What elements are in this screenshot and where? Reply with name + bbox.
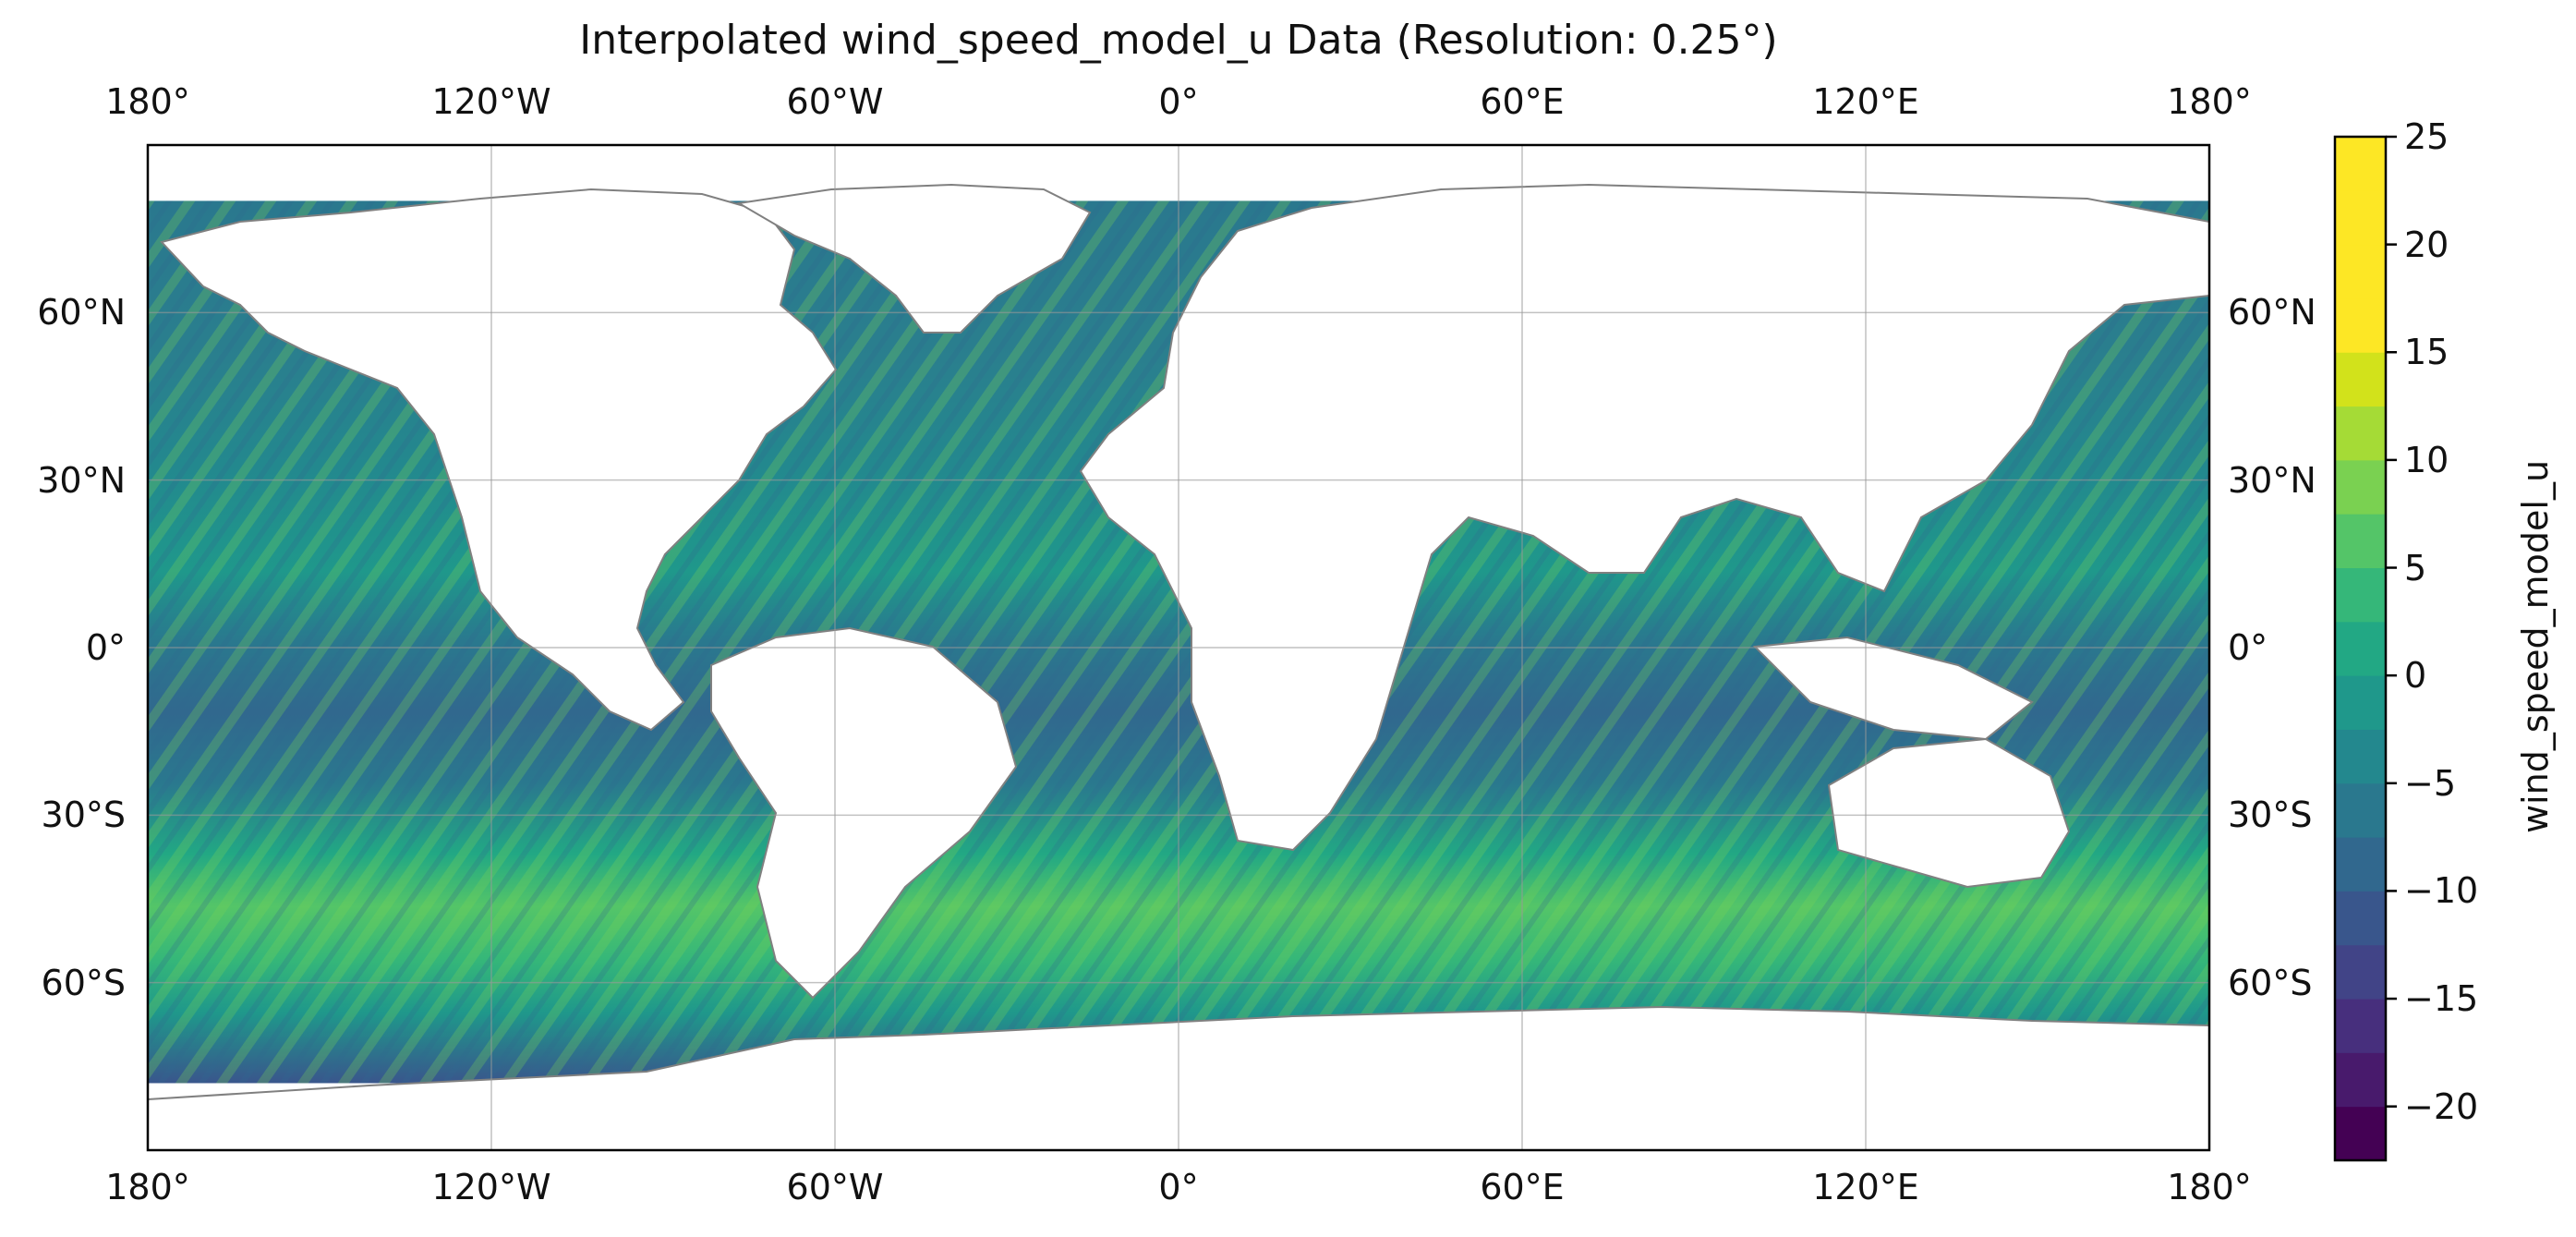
lat-tick-label-left: 60°S <box>41 962 126 1003</box>
colorbar-tick-label: 10 <box>2404 439 2449 480</box>
lat-tick-label-left: 30°N <box>37 459 126 501</box>
land-australia <box>1827 737 2071 889</box>
colorbar-tick-label: 15 <box>2404 332 2449 373</box>
colorbar-swatch <box>2335 621 2386 676</box>
colorbar-label: wind_speed_model_u <box>2515 459 2556 834</box>
colorbar-swatch <box>2335 352 2386 407</box>
lon-tick-label-bottom: 180° <box>2167 1167 2252 1207</box>
colorbar-swatch <box>2335 567 2386 623</box>
lat-tick-label-left: 0° <box>85 627 126 668</box>
lon-tick-label-top: 120°W <box>431 81 551 122</box>
lon-tick-label-bottom: 120°W <box>431 1167 551 1207</box>
colorbar-swatch <box>2335 837 2386 891</box>
land-north-america <box>160 188 838 732</box>
colorbar-tick-label: 0 <box>2404 655 2427 697</box>
lat-tick-label-left: 60°N <box>37 292 126 334</box>
colorbar-tick-label: 20 <box>2404 224 2449 265</box>
land-mask <box>148 183 2209 1150</box>
lon-tick-label-bottom: 180° <box>105 1167 190 1207</box>
colorbar-swatch <box>2335 459 2386 515</box>
colorbar-swatch <box>2335 137 2386 191</box>
colorbar-swatch <box>2335 729 2386 784</box>
map-frame <box>146 143 2211 1152</box>
colorbar-tick-label: 5 <box>2404 547 2427 588</box>
colorbar-tick-label: −5 <box>2404 762 2457 804</box>
land-south-america <box>710 626 1018 1000</box>
colorbar-swatch <box>2335 406 2386 461</box>
lat-tick-label-right: 30°S <box>2228 794 2313 836</box>
colorbar-tick-label: −10 <box>2404 870 2479 912</box>
lon-tick-label-bottom: 60°W <box>786 1167 884 1207</box>
colorbar-swatch <box>2335 190 2386 246</box>
colorbar-swatch <box>2335 244 2386 299</box>
lat-tick-label-right: 30°N <box>2228 459 2316 501</box>
land-greenland <box>736 183 1092 334</box>
lon-tick-label-top: 0° <box>1158 81 1199 122</box>
colorbar-frame <box>2333 135 2388 1162</box>
lat-tick-label-right: 0° <box>2228 627 2268 668</box>
colorbar-swatch <box>2335 891 2386 946</box>
land-africa-eurasia <box>1079 183 2209 852</box>
lat-tick-label-right: 60°N <box>2228 292 2316 334</box>
lat-tick-label-right: 60°S <box>2228 962 2313 1003</box>
colorbar-swatch <box>2335 944 2386 1000</box>
colorbar-swatch <box>2335 514 2386 569</box>
lon-tick-label-top: 120°E <box>1812 81 1919 122</box>
colorbar-swatch <box>2335 297 2386 353</box>
lon-tick-label-top: 60°E <box>1480 81 1565 122</box>
lon-tick-label-bottom: 60°E <box>1480 1167 1565 1207</box>
lon-tick-label-top: 180° <box>2167 81 2252 122</box>
lon-tick-label-top: 180° <box>105 81 190 122</box>
lon-tick-label-bottom: 0° <box>1158 1167 1199 1207</box>
colorbar-swatch <box>2335 1052 2386 1108</box>
lon-tick-label-bottom: 120°E <box>1812 1167 1919 1207</box>
colorbar-swatch <box>2335 1106 2386 1161</box>
lon-tick-label-top: 60°W <box>786 81 884 122</box>
colorbar-tick-label: 25 <box>2404 116 2449 157</box>
colorbar-tick-label: −15 <box>2404 978 2479 1020</box>
colorbar <box>2335 135 2397 1161</box>
colorbar-swatch <box>2335 675 2386 730</box>
gridlines <box>148 145 2209 1150</box>
colorbar-swatch <box>2335 999 2386 1053</box>
map-title: Interpolated wind_speed_model_u Data (Re… <box>579 17 1778 64</box>
lat-tick-label-left: 30°S <box>41 794 126 836</box>
colorbar-tick-label: −20 <box>2404 1085 2479 1127</box>
colorbar-swatch <box>2335 782 2386 838</box>
